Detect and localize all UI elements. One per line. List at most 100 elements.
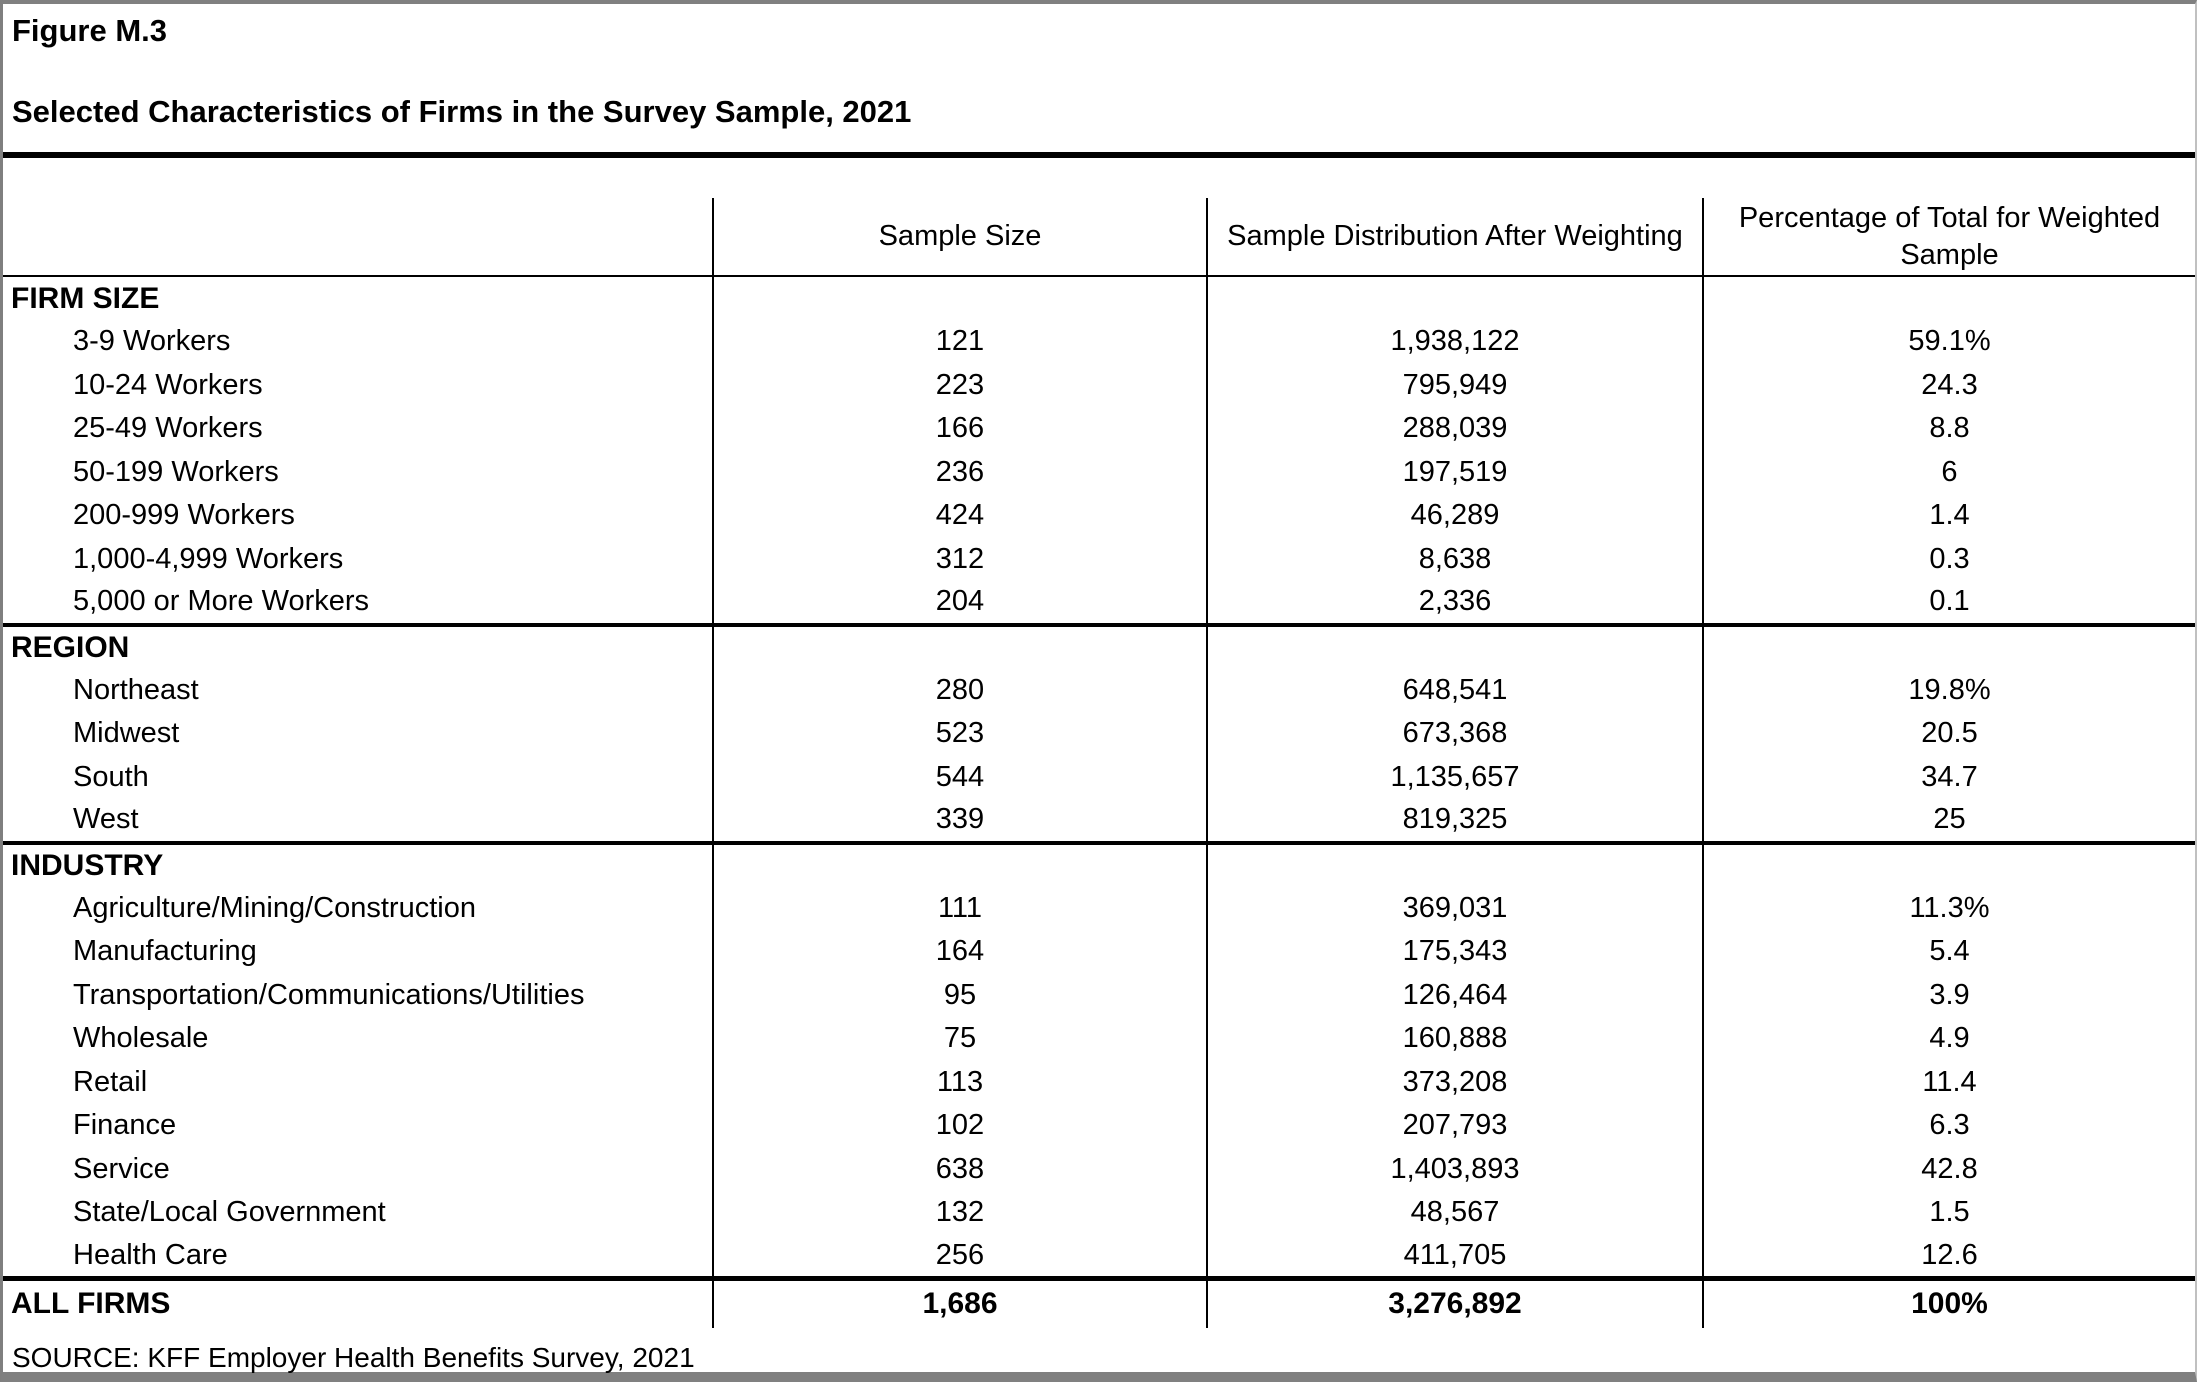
percentage-cell: 11.4 [1702,1060,2195,1104]
row-label: Northeast [73,673,199,706]
percentage-cell: 8.8 [1702,407,2195,451]
percentage-cell: 24.3 [1702,363,2195,407]
sample-size-cell: 95 [712,973,1207,1017]
column-header-sample-size: Sample Size [712,198,1207,277]
row-label: Retail [73,1065,148,1098]
section-empty-cell [1702,622,2195,669]
percentage-cell: 1.5 [1702,1191,2195,1235]
distribution-cell: 126,464 [1206,973,1703,1017]
section-name: REGION [3,622,713,669]
distribution-cell: 2,336 [1206,581,1703,625]
row-label: 200-999 Workers [73,499,295,532]
total-label: ALL FIRMS [3,1275,713,1328]
row-label: Transportation/Communications/Utilities [73,978,585,1011]
table-row: 10-24 Workers 223 795,949 24.3 [3,363,2195,407]
section-empty-cell [1702,276,2195,320]
sample-size-cell: 75 [712,1017,1207,1061]
sample-size-cell: 280 [712,668,1207,712]
distribution-cell: 48,567 [1206,1191,1703,1235]
table-row: 1,000-4,999 Workers 312 8,638 0.3 [3,537,2195,581]
percentage-cell: 6 [1702,450,2195,494]
sample-size-cell: 111 [712,886,1207,930]
source-note: SOURCE: KFF Employer Health Benefits Sur… [12,1342,695,1373]
sample-size-cell: 166 [712,407,1207,451]
page-title: Selected Characteristics of Firms in the… [12,94,912,130]
sample-size-cell: 339 [712,799,1207,843]
distribution-cell: 8,638 [1206,537,1703,581]
distribution-cell: 160,888 [1206,1017,1703,1061]
sample-size-cell: 223 [712,363,1207,407]
table-row: 200-999 Workers 424 46,289 1.4 [3,494,2195,538]
sample-size-cell: 164 [712,930,1207,974]
table-row: Retail 113 373,208 11.4 [3,1060,2195,1104]
percentage-cell: 0.3 [1702,537,2195,581]
column-header-distribution: Sample Distribution After Weighting [1206,198,1703,277]
row-label: Midwest [73,717,180,750]
table-row: 3-9 Workers 121 1,938,122 59.1% [3,320,2195,364]
column-header-percentage: Percentage of Total for Weighted Sample [1702,198,2195,277]
table-row: Midwest 523 673,368 20.5 [3,712,2195,756]
section-empty-cell [1206,622,1703,669]
percentage-cell: 5.4 [1702,930,2195,974]
percentage-cell: 42.8 [1702,1147,2195,1191]
distribution-cell: 673,368 [1206,712,1703,756]
distribution-cell: 648,541 [1206,668,1703,712]
percentage-cell: 19.8% [1702,668,2195,712]
section-header-row: REGION [3,622,2195,669]
distribution-cell: 46,289 [1206,494,1703,538]
total-row: ALL FIRMS 1,686 3,276,892 100% [3,1275,2195,1328]
sample-size-cell: 312 [712,537,1207,581]
row-label: Agriculture/Mining/Construction [73,891,476,924]
survey-characteristics-table: Sample Size Sample Distribution After We… [3,158,2195,1328]
percentage-cell: 4.9 [1702,1017,2195,1061]
percentage-cell: 34.7 [1702,755,2195,799]
sample-size-cell: 121 [712,320,1207,364]
section-name: FIRM SIZE [11,281,160,315]
column-header-empty [3,198,713,277]
sample-size-cell: 424 [712,494,1207,538]
total-percentage-cell: 100% [1702,1275,2195,1328]
table-header-row: Sample Size Sample Distribution After We… [3,198,2195,277]
row-label: Service [73,1152,170,1185]
row-label: West [73,803,139,836]
section-header-row: INDUSTRY [3,840,2195,887]
sample-size-cell: 638 [712,1147,1207,1191]
distribution-cell: 795,949 [1206,363,1703,407]
distribution-cell: 1,938,122 [1206,320,1703,364]
row-label: 5,000 or More Workers [73,585,370,618]
row-label: Finance [73,1109,177,1142]
table-row: Agriculture/Mining/Construction 111 369,03… [3,886,2195,930]
percentage-cell: 11.3% [1702,886,2195,930]
table-row: 50-199 Workers 236 197,519 6 [3,450,2195,494]
distribution-cell: 819,325 [1206,799,1703,843]
percentage-cell: 20.5 [1702,712,2195,756]
sample-size-cell: 113 [712,1060,1207,1104]
row-label: Manufacturing [73,935,257,968]
table-row: 25-49 Workers 166 288,039 8.8 [3,407,2195,451]
table-row: South 544 1,135,657 34.7 [3,755,2195,799]
section-empty-cell [712,622,1207,669]
sample-size-cell: 523 [712,712,1207,756]
row-label: 1,000-4,999 Workers [73,542,344,575]
distribution-cell: 373,208 [1206,1060,1703,1104]
distribution-cell: 207,793 [1206,1104,1703,1148]
sample-size-cell: 132 [712,1191,1207,1235]
total-sample-size-cell: 1,686 [712,1275,1207,1328]
figure-label: Figure M.3 [12,13,168,48]
sample-size-cell: 544 [712,755,1207,799]
section-header-row: FIRM SIZE [3,276,2195,320]
sample-size-cell: 256 [712,1234,1207,1278]
section-empty-cell [1206,840,1703,887]
distribution-cell: 197,519 [1206,450,1703,494]
distribution-cell: 175,343 [1206,930,1703,974]
sample-size-cell: 236 [712,450,1207,494]
distribution-cell: 369,031 [1206,886,1703,930]
row-label: 3-9 Workers [73,325,231,358]
percentage-cell: 0.1 [1702,581,2195,625]
header-spacer-row [3,158,2195,198]
table-row: Service 638 1,403,893 42.8 [3,1147,2195,1191]
percentage-cell: 12.6 [1702,1234,2195,1278]
section-empty-cell [712,840,1207,887]
section-empty-cell [1702,840,2195,887]
